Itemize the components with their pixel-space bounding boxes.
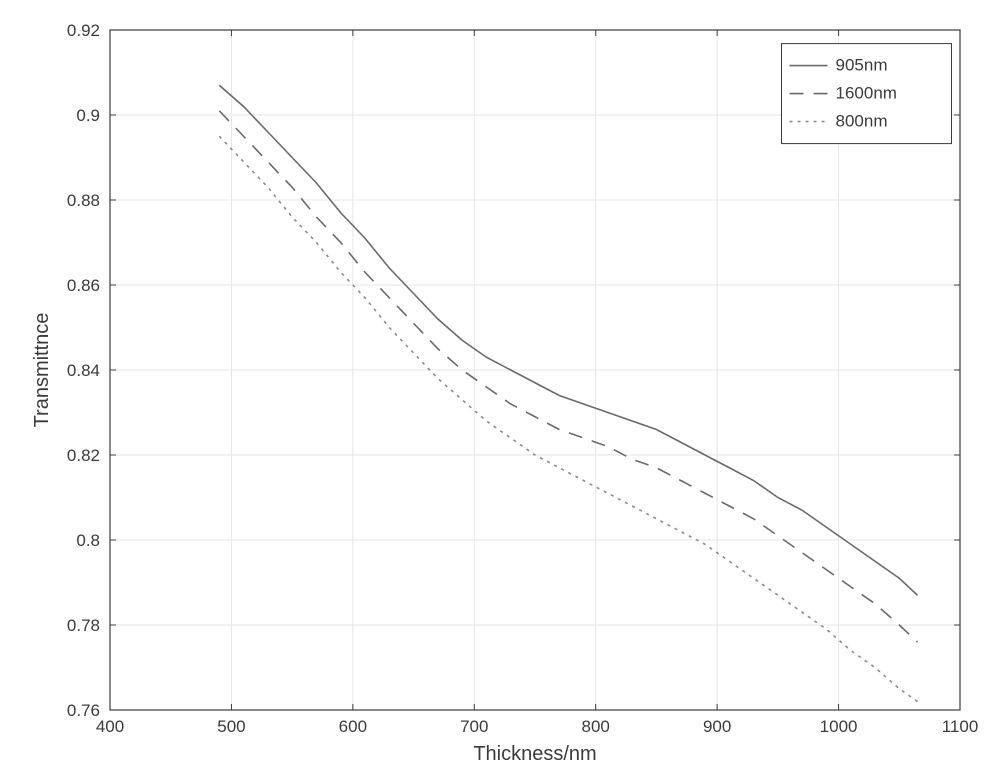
xtick-label: 600 [339, 717, 367, 736]
y-axis-label: Transmittnce [31, 313, 53, 428]
xtick-label: 1100 [942, 717, 979, 736]
ytick-label: 0.88 [67, 191, 100, 210]
xtick-label: 1000 [820, 717, 858, 736]
ytick-label: 0.76 [67, 701, 100, 720]
xtick-label: 500 [217, 717, 245, 736]
chart-svg: 400 500 600 700 800 900 1000 1100 0.76 0.78 0.8 0.8… [0, 0, 1000, 783]
legend-label: 800nm [836, 112, 888, 131]
ytick-label: 0.78 [67, 616, 100, 635]
ytick-label: 0.84 [67, 361, 100, 380]
x-axis-label: Thickness/nm [473, 743, 596, 765]
ytick-label: 0.9 [76, 106, 100, 125]
ytick-label: 0.8 [76, 531, 100, 550]
xtick-label: 800 [582, 717, 610, 736]
ytick-label: 0.86 [67, 276, 100, 295]
figure-container: 400 500 600 700 800 900 1000 1100 0.76 0.78 0.8 0.8… [0, 0, 1000, 783]
legend: 905nm 1600nm 800nm [782, 44, 952, 144]
xtick-label: 400 [96, 717, 124, 736]
legend-label: 905nm [836, 56, 888, 75]
ytick-label: 0.82 [67, 446, 100, 465]
xtick-label: 700 [460, 717, 488, 736]
ytick-label: 0.92 [67, 21, 100, 40]
xtick-label: 900 [703, 717, 731, 736]
legend-label: 1600nm [836, 84, 897, 103]
